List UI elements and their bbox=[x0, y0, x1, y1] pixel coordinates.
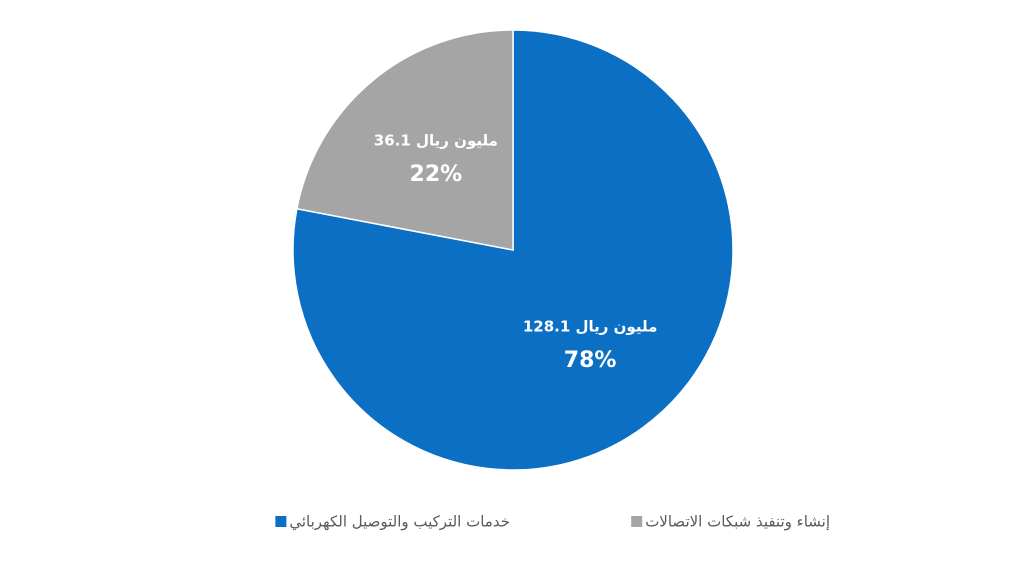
amount-label: 36.1 مليون ريال bbox=[374, 131, 498, 149]
percent-label: 22% bbox=[410, 162, 463, 187]
legend-swatch bbox=[631, 516, 643, 527]
amount-label: 128.1 مليون ريال bbox=[523, 318, 658, 336]
percent-label: 78% bbox=[564, 348, 617, 373]
legend-swatch bbox=[275, 516, 287, 527]
pie-slice bbox=[296, 29, 514, 251]
legend-label: إنشاء وتنفيذ شبكات الاتصالات bbox=[645, 513, 830, 531]
legend-label: خدمات التركيب والتوصيل الكهربائي bbox=[289, 513, 510, 532]
